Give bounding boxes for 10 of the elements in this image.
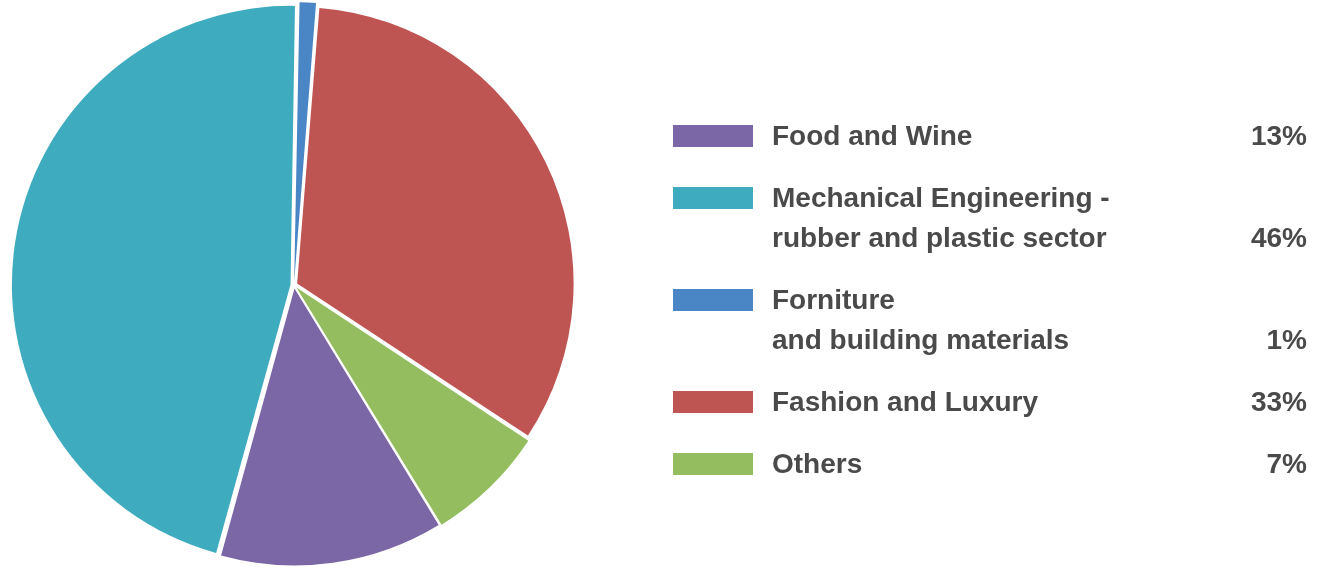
data-label: 33% xyxy=(1250,385,1307,419)
data-label: 46% xyxy=(1250,221,1307,255)
legend-label: Fashion and Luxury xyxy=(772,385,1040,419)
legend-label: Mechanical Engineering - rubber and plastic sector xyxy=(772,181,1111,255)
legend-label: Forniture and building materials xyxy=(772,283,1071,357)
legend-label: Food and Wine xyxy=(772,119,974,153)
legend-label: Others xyxy=(772,447,864,481)
data-label: 1% xyxy=(1266,323,1307,357)
data-label: 13% xyxy=(1250,119,1307,153)
data-label: 7% xyxy=(1266,447,1307,481)
